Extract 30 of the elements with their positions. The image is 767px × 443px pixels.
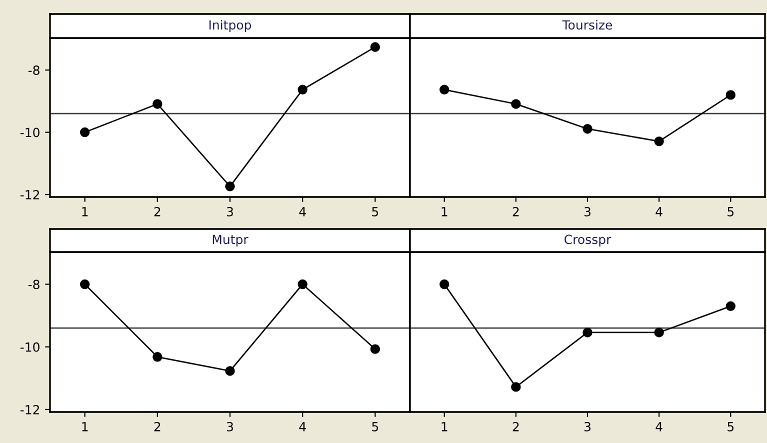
x-tick-label: 4 <box>656 422 662 432</box>
x-tick-label: 5 <box>728 422 734 432</box>
x-tick-label: 2 <box>154 206 160 216</box>
x-tick-label: 3 <box>226 422 233 432</box>
x-tick-label: 4 <box>299 422 306 432</box>
chart-title: Toursize <box>562 20 612 30</box>
x-tick-label: 1 <box>442 422 448 432</box>
x-tick-label: 5 <box>372 207 378 216</box>
x-tick-label: 1 <box>442 207 448 216</box>
x-tick-label: 5 <box>728 207 734 216</box>
x-tick-label: 3 <box>226 206 233 216</box>
x-tick-label: 2 <box>512 422 519 432</box>
chart-title: Initpop <box>209 20 252 32</box>
x-tick-label: 4 <box>656 207 662 216</box>
x-tick-label: 3 <box>584 422 590 432</box>
y-tick-label: -12 <box>20 190 40 200</box>
x-tick-label: 2 <box>154 422 160 432</box>
x-tick-label: 4 <box>299 207 306 216</box>
chart-title: Crosspr <box>564 234 612 247</box>
y-tick-label: -8 <box>28 66 40 75</box>
x-tick-label: 5 <box>372 422 378 432</box>
y-tick-label: -12 <box>20 404 40 414</box>
x-tick-label: 1 <box>82 207 88 216</box>
x-tick-label: 1 <box>82 422 88 432</box>
x-tick-label: 2 <box>512 206 519 216</box>
y-tick-label: -10 <box>20 128 40 138</box>
y-tick-label: -10 <box>20 342 40 352</box>
chart-title: Mutpr <box>212 234 248 247</box>
x-tick-label: 3 <box>584 206 590 216</box>
y-tick-label: -8 <box>28 280 40 290</box>
